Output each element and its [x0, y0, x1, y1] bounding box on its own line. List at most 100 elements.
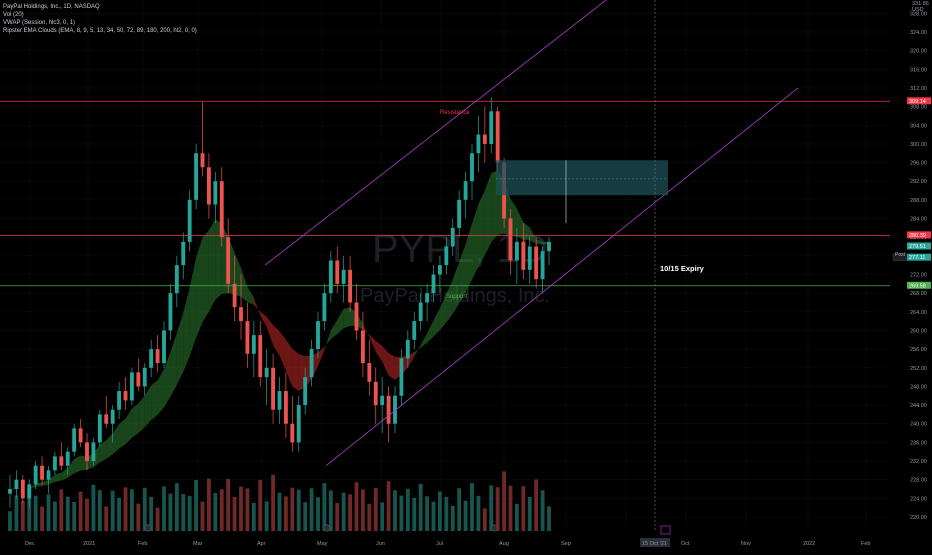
y-tick-label: 288.00 — [910, 198, 927, 204]
y-tick-label: 244.00 — [910, 403, 927, 409]
candle-body — [264, 367, 269, 378]
volume-bar — [33, 495, 38, 531]
candle-body — [206, 167, 211, 205]
y-tick-label: 264.00 — [910, 310, 927, 316]
y-tick-label: 296.00 — [910, 161, 927, 167]
ema-cloud-segment — [42, 479, 49, 486]
ema-cloud-segment — [292, 348, 299, 391]
candle-body — [200, 153, 205, 168]
ema-cloud-segment — [459, 243, 466, 304]
x-tick-label: Dec — [25, 541, 35, 547]
ema-cloud-segment — [151, 380, 158, 421]
price-tag-bg — [907, 231, 931, 239]
y-tick-label: 224.00 — [910, 496, 927, 502]
volume-bar — [470, 483, 474, 531]
x-axis: Dec 2021 Feb Mar Apr May Jun Jul Aug Sep Oct Nov 202… — [25, 538, 870, 547]
ema-cloud-segment — [472, 203, 479, 280]
volume-bar — [489, 485, 494, 531]
y-tick-label: 248.00 — [910, 384, 927, 390]
ema-cloud-segment — [99, 440, 107, 463]
x-tick-label: Feb — [138, 541, 147, 547]
candle-body — [72, 428, 77, 452]
ema-cloud-segment — [164, 352, 171, 408]
volume-bar — [540, 490, 545, 531]
volume-bar — [72, 502, 77, 531]
y-tick-label: 240.00 — [910, 422, 927, 428]
volume-bar — [181, 494, 186, 531]
volume-bar — [303, 502, 308, 531]
volume-bar — [52, 501, 57, 531]
volume-bar — [341, 492, 346, 531]
resistance-label: Resistance — [440, 110, 470, 116]
ema-cloud-segment — [138, 395, 145, 434]
ema-cloud-segment — [183, 287, 190, 372]
volume-bar — [514, 503, 519, 531]
candle-body — [457, 199, 462, 228]
ema-cloud-segment — [536, 238, 543, 245]
volume-bar — [380, 502, 385, 531]
volume-bar — [213, 493, 218, 531]
ema-cloud-indicator-label[interactable]: Ripster EMA Clouds (EMA, 8, 9, 5, 13, 34… — [3, 28, 197, 34]
ema-cloud-segment — [67, 459, 75, 478]
candle-body — [283, 391, 288, 424]
y-tick-label: 232.00 — [910, 459, 927, 465]
candle-body — [194, 153, 199, 200]
ema-cloud-segment — [465, 223, 472, 293]
ema-cloud-segment — [516, 208, 524, 240]
ema-cloud-segment — [414, 344, 421, 358]
price-tag: 269.58 — [907, 281, 931, 289]
volume-bar — [418, 483, 423, 531]
candle-body — [540, 251, 545, 280]
y-tick-label: 284.00 — [910, 217, 927, 223]
candle-body — [181, 241, 186, 266]
ema-cloud-segment — [260, 311, 267, 327]
candle-body — [52, 456, 57, 471]
candle-body — [110, 409, 115, 424]
candle-body — [341, 269, 346, 284]
vwap-indicator-label[interactable]: VWAP (Session, hlc3, 0, 1) — [3, 20, 76, 26]
y-tick-label: 304.00 — [910, 123, 927, 129]
symbol-title[interactable]: PayPal Holdings, Inc., 1D, NASDAQ — [3, 4, 100, 10]
ema-cloud-segment — [318, 346, 325, 367]
volume-bar — [110, 490, 115, 531]
y-tick-label: 260.00 — [910, 328, 927, 334]
candle-body — [14, 479, 19, 490]
price-tag: 279.51 — [907, 242, 931, 250]
x-tick-label: Aug — [499, 541, 509, 547]
volume-bar — [200, 501, 205, 531]
ema-cloud-segment — [446, 279, 453, 323]
candle-body — [354, 302, 359, 331]
candle-body — [508, 218, 513, 261]
candle-body — [232, 283, 237, 308]
volume-bar — [162, 486, 166, 531]
volume-bar — [104, 506, 109, 531]
x-tick-label: May — [317, 541, 328, 547]
volume-indicator-label[interactable]: Vol (20) — [3, 12, 24, 18]
ema-cloud-segment — [48, 474, 55, 485]
volume-bar — [431, 501, 436, 531]
price-tag: 309.14 — [907, 97, 931, 105]
candle-body — [20, 479, 25, 499]
candle-body — [46, 470, 51, 480]
volume-bar — [322, 483, 327, 531]
volume-bar — [91, 484, 96, 531]
ema-cloud-segment — [478, 190, 485, 267]
x-tick-label: Nov — [741, 541, 751, 547]
candle-body — [65, 451, 70, 466]
candle-body — [168, 293, 173, 331]
ema-cloud-segment — [74, 455, 81, 474]
price-tag-label: 277.11 — [909, 255, 925, 261]
candle-body — [309, 349, 314, 378]
ema-cloud-segment — [196, 237, 203, 338]
volume-bar — [405, 488, 410, 531]
ema-cloud-segment — [106, 433, 113, 459]
candle-body — [335, 260, 340, 284]
volume-bar — [258, 479, 263, 531]
candle-body — [489, 111, 494, 144]
ema-cloud-segment — [61, 467, 68, 481]
y-tick-label: 308.00 — [910, 105, 927, 111]
price-tag-post-bg — [892, 253, 908, 261]
candle-body — [277, 391, 282, 410]
